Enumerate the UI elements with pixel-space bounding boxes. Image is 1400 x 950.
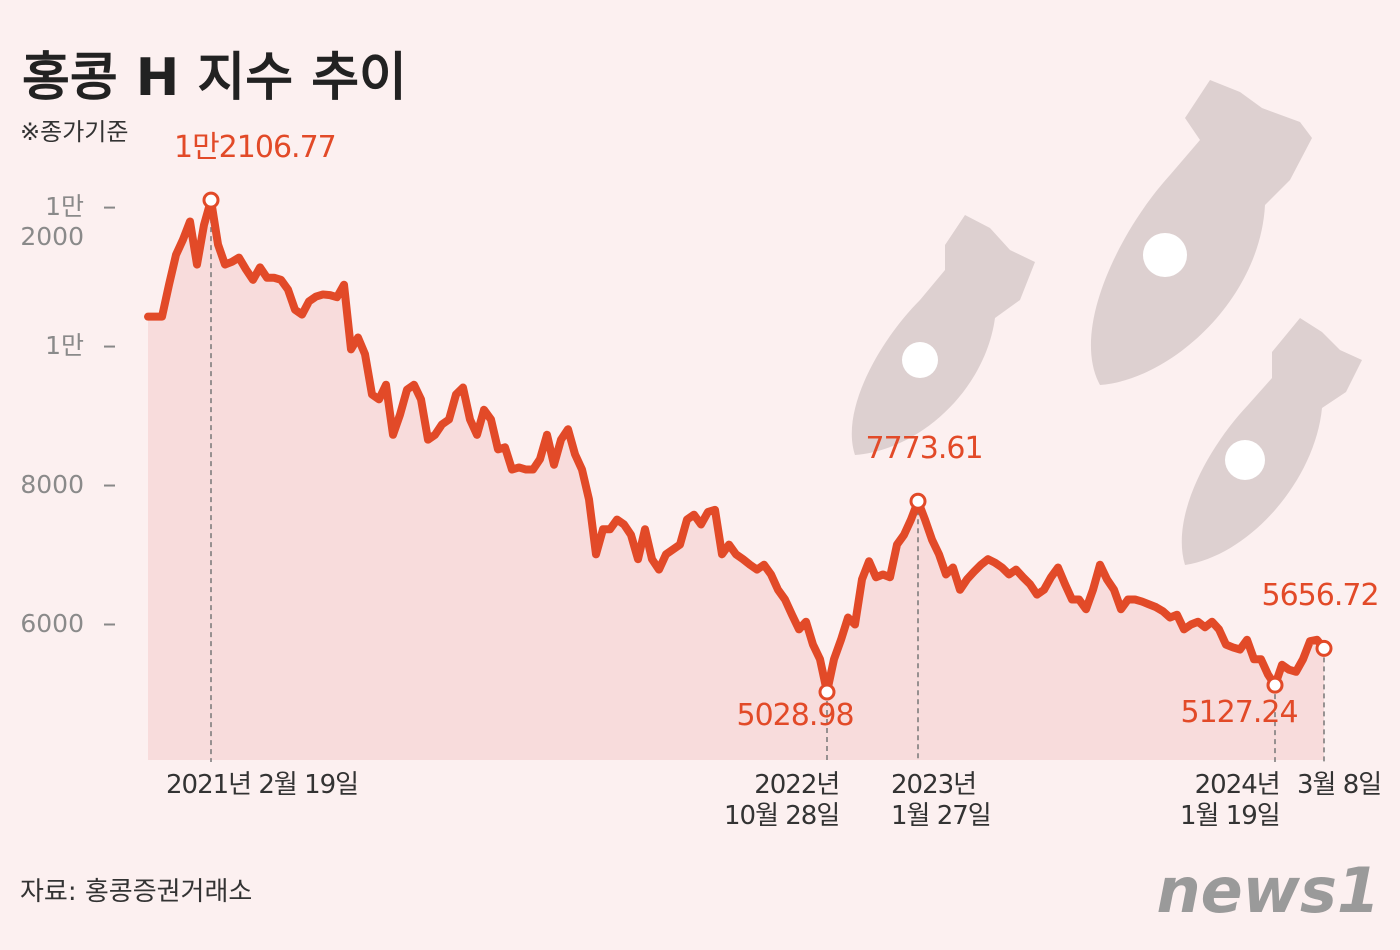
area — [148, 200, 1324, 761]
value-label: 7773.61 — [865, 431, 984, 467]
point-marker — [1315, 639, 1333, 657]
x-tick-label: 2024년 1월 19일 — [1180, 770, 1281, 832]
x-tick-label: 2021년 2월 19일 — [166, 770, 359, 800]
line — [144, 196, 1328, 696]
x-tick-label: 2023년 1월 27일 — [891, 770, 992, 832]
y-tick-label: 1만 2000 — [20, 191, 84, 251]
value-label: 1만2106.77 — [174, 130, 337, 166]
x-tick-label: 3월 8일 — [1297, 770, 1382, 800]
chart-title: 홍콩 H 지수 추이 — [22, 48, 407, 108]
decoration — [851, 80, 1362, 565]
logo: news1 — [1156, 854, 1380, 927]
point-marker — [202, 191, 220, 209]
flag-flower — [902, 233, 1265, 480]
y-tick-label: 1만 — [45, 330, 84, 360]
x-tick-label: 2022년 10월 28일 — [724, 770, 840, 832]
source: 자료: 홍콩증권거래소 — [20, 877, 252, 907]
point-marker — [1266, 676, 1284, 694]
point-marker — [909, 492, 927, 510]
value-label: 5028.98 — [736, 697, 855, 733]
value-label: 5656.72 — [1261, 578, 1380, 614]
y-tick-label: 6000 — [20, 608, 84, 638]
y-tick-label: 8000 — [20, 469, 84, 499]
chart-subtitle: ※종가기준 — [20, 118, 128, 146]
point-marker — [818, 683, 836, 701]
value-label: 5127.24 — [1180, 695, 1299, 731]
